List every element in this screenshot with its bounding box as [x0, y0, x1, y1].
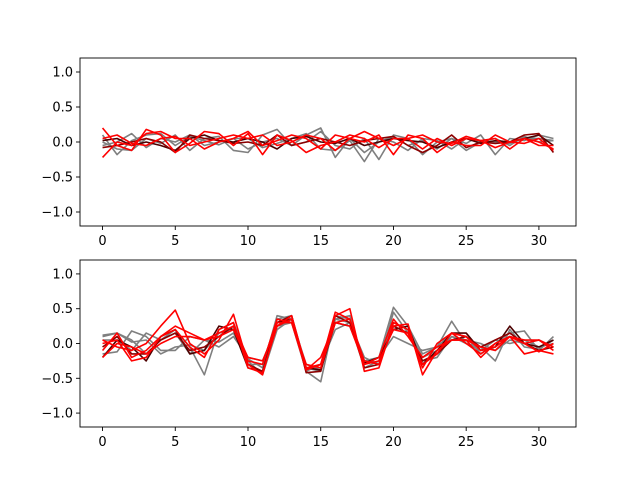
x-tick-label: 20 [385, 234, 402, 249]
subplot-2: 0 5 10 15 20 25 30 −1.0 −0.5 0.0 0.5 1.0 [41, 259, 577, 450]
series-group [101, 306, 555, 383]
series-line-8 [102, 134, 554, 156]
x-tick-label: 10 [240, 234, 257, 249]
x-tick-label: 15 [312, 435, 329, 450]
y-tick-label: 0.5 [52, 101, 73, 116]
x-tick-label: 0 [98, 234, 106, 249]
y-tick-label: 1.0 [52, 66, 73, 81]
y-tick-label: 1.0 [52, 267, 73, 282]
x-tick-label: 30 [531, 435, 548, 450]
x-tick-label: 25 [458, 435, 475, 450]
series-line-5 [102, 132, 555, 154]
x-tick-label: 5 [171, 234, 179, 249]
y-tick-label: −1.0 [41, 206, 73, 221]
series-group [101, 127, 555, 163]
subplot-1: 0 5 10 15 20 25 30 −1.0 −0.5 0.0 0.5 1.0 [41, 57, 577, 249]
x-tick-label: 5 [171, 435, 179, 450]
series-line-10 [101, 318, 554, 371]
y-tick-label: 0.0 [52, 337, 73, 352]
series-line-9 [101, 318, 554, 369]
y-tick-label: 0.0 [52, 136, 73, 151]
x-tick-label: 20 [385, 435, 402, 450]
y-tick-label: 0.5 [52, 302, 73, 317]
y-tick-label: −1.0 [41, 407, 73, 422]
x-tick-label: 0 [98, 435, 106, 450]
x-tick-label: 15 [312, 234, 329, 249]
x-tick-label: 30 [531, 234, 548, 249]
y-tick-label: −0.5 [41, 372, 73, 387]
x-tick-label: 25 [458, 234, 475, 249]
series-line-3 [102, 132, 554, 163]
y-tick-label: −0.5 [41, 171, 73, 186]
x-tick-label: 10 [240, 435, 257, 450]
